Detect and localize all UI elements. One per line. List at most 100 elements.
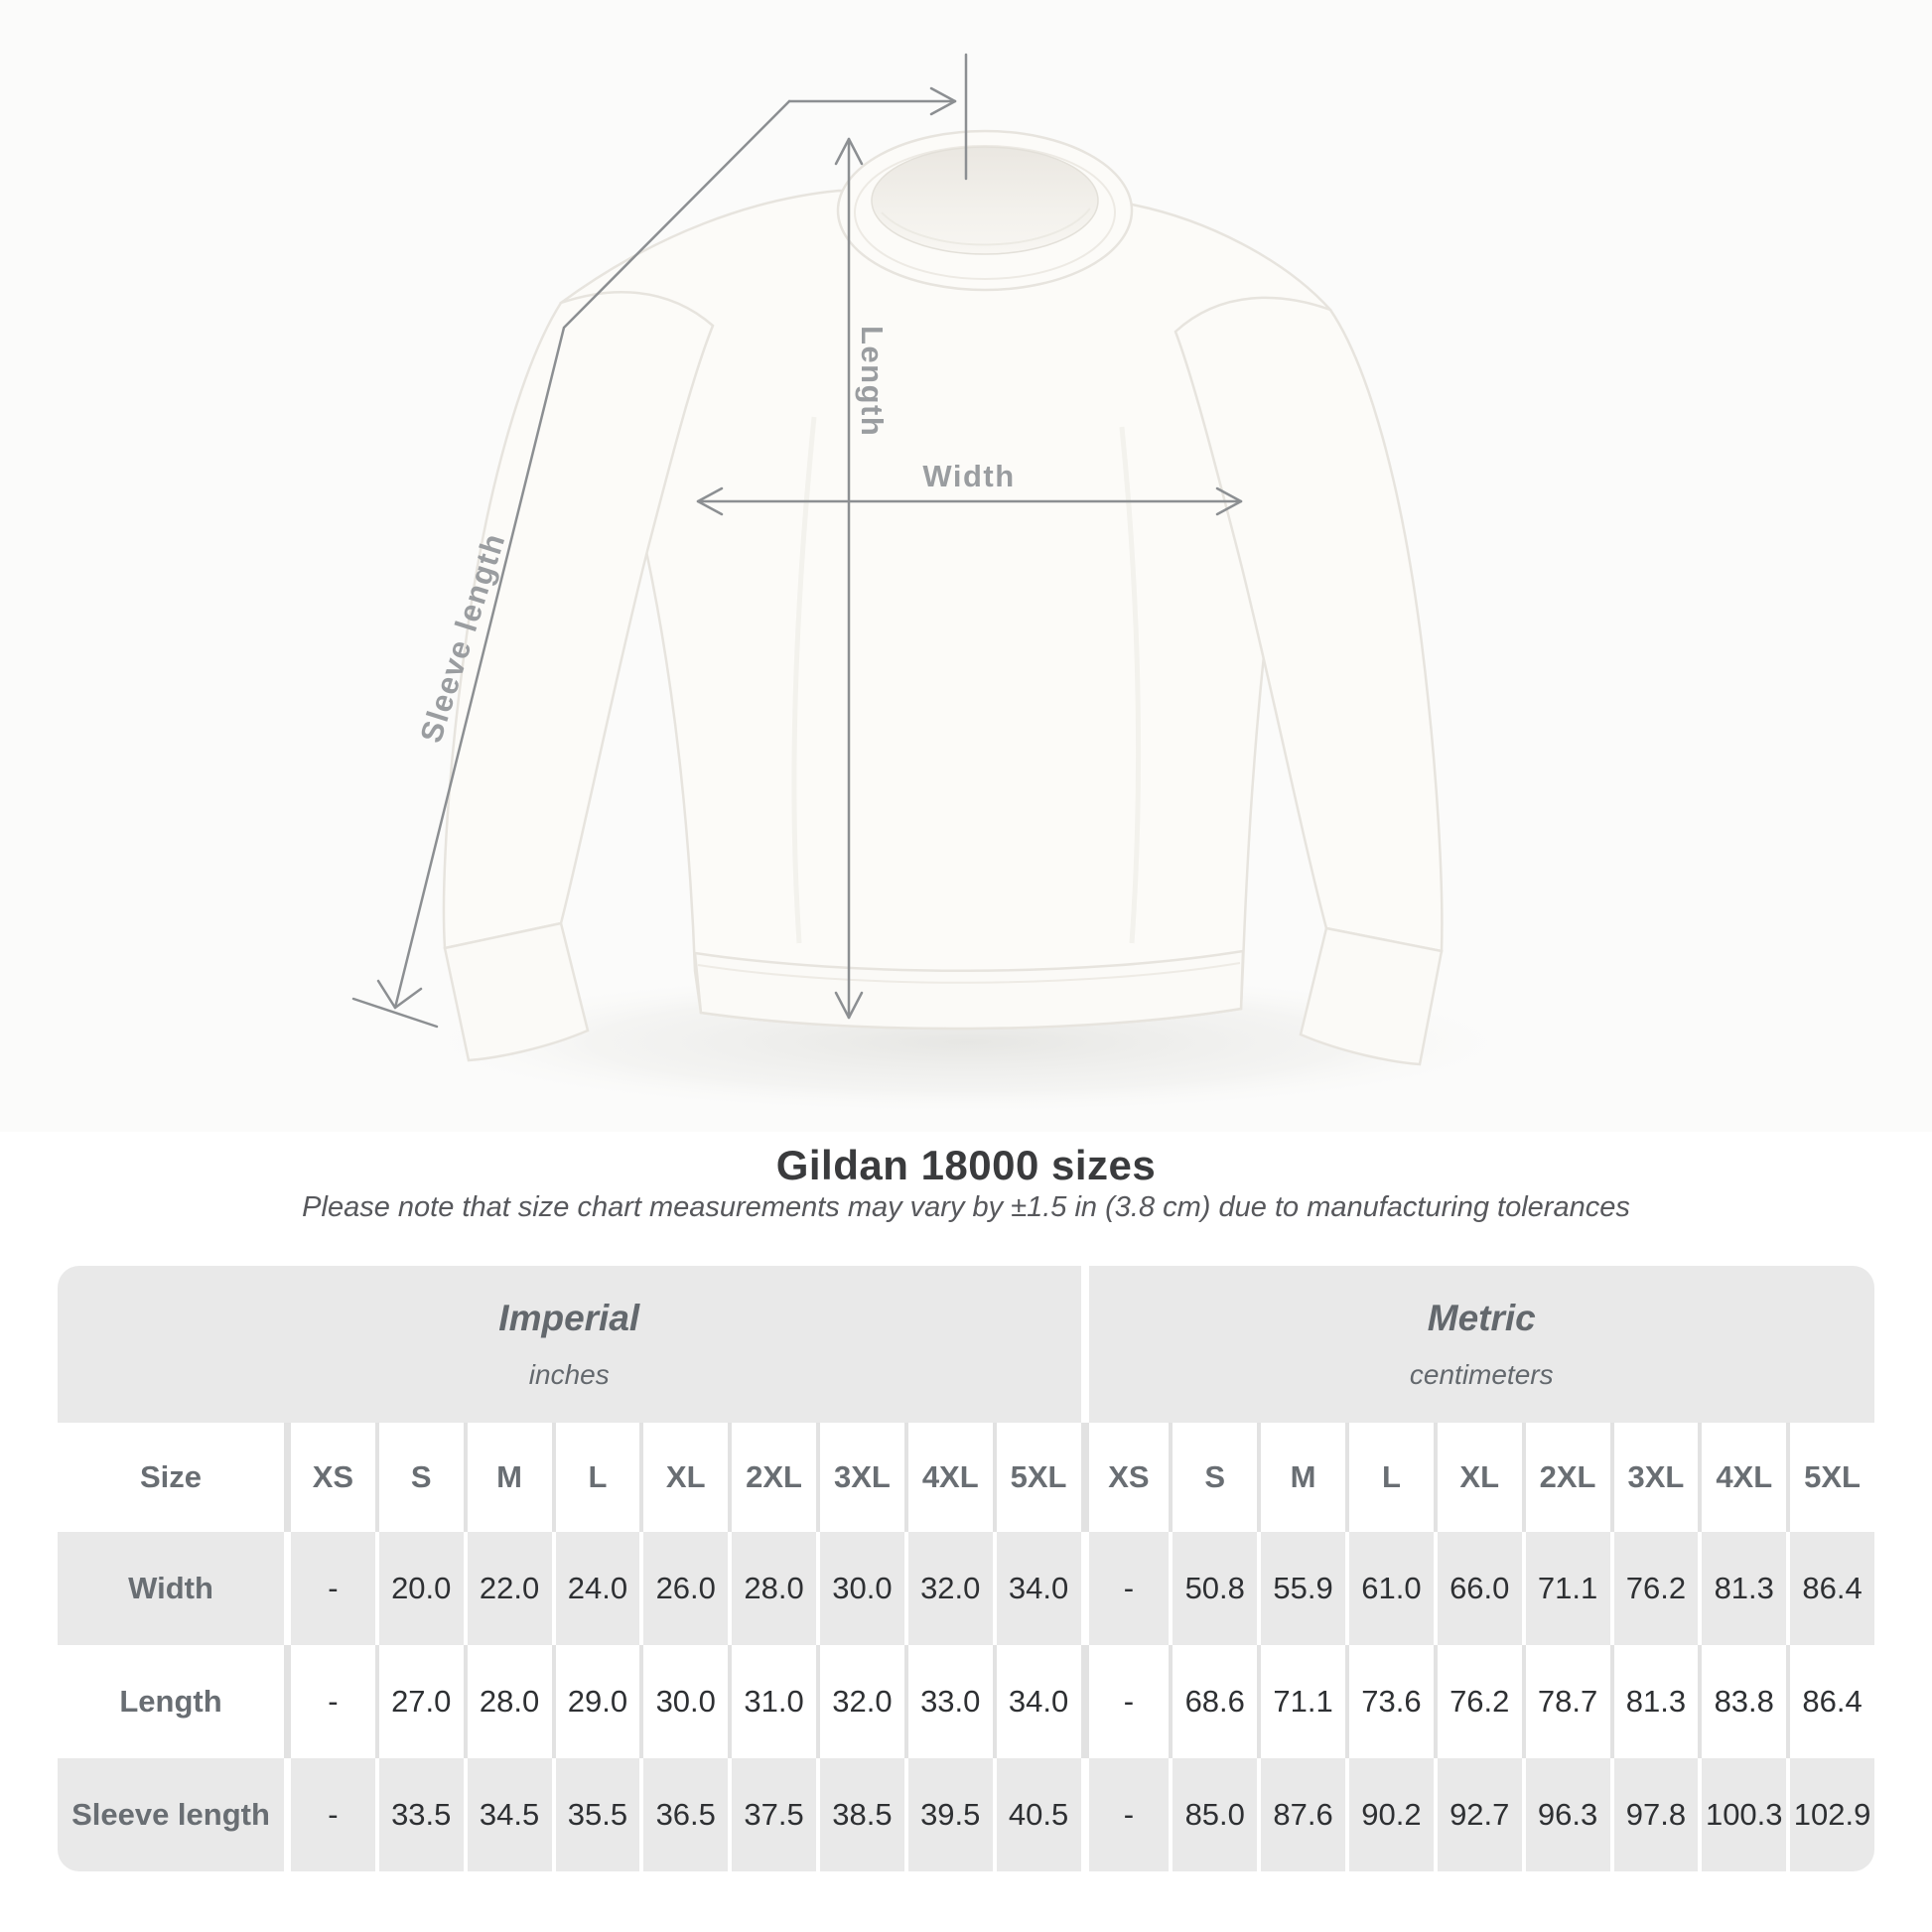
metric-value: 90.2: [1349, 1758, 1434, 1871]
unit-group-row: Imperial inches Metric centimeters: [58, 1266, 1874, 1423]
metric-value: 86.4: [1790, 1532, 1874, 1645]
imperial-value: 32.0: [907, 1532, 993, 1645]
imperial-label: Imperial: [498, 1298, 640, 1338]
size-table-rows: Size XS S M L XL 2XL 3XL 4XL 5XL XS S M L XL 2XL 3XL 4XL 5…: [58, 1423, 1874, 1871]
metric-value: 71.1: [1525, 1532, 1610, 1645]
imperial-value: 28.0: [732, 1532, 816, 1645]
metric-value: 83.8: [1702, 1645, 1787, 1758]
metric-value: 85.0: [1173, 1758, 1258, 1871]
measurement-annotations: [351, 53, 1243, 1029]
metric-value: 55.9: [1261, 1532, 1345, 1645]
metric-value: 97.8: [1613, 1758, 1699, 1871]
size-header-imperial-s: S: [378, 1423, 464, 1532]
size-header-imperial-l: L: [555, 1423, 640, 1532]
imperial-value: 31.0: [732, 1645, 816, 1758]
shirt-hem-band: [693, 949, 1245, 1031]
imperial-value: 30.0: [820, 1532, 904, 1645]
length-measure-label: Length: [855, 326, 890, 437]
metric-value: 96.3: [1525, 1758, 1610, 1871]
imperial-value: 28.0: [467, 1645, 552, 1758]
imperial-value: 32.0: [820, 1645, 904, 1758]
metric-label: Metric: [1427, 1298, 1536, 1338]
metric-value: 61.0: [1349, 1532, 1434, 1645]
size-header-imperial-m: M: [467, 1423, 552, 1532]
size-header-imperial-xl: XL: [643, 1423, 729, 1532]
sleeve-length-arrowhead: [376, 979, 423, 1010]
imperial-value: 27.0: [378, 1645, 464, 1758]
metric-value: 78.7: [1525, 1645, 1610, 1758]
imperial-value: 29.0: [555, 1645, 640, 1758]
imperial-unit: inches: [528, 1359, 610, 1390]
measurement-row: Width -20.0 22.0 24.0 26.0 28.0 30.0 32.0 34.0-5…: [58, 1532, 1874, 1645]
collar-opening: [871, 146, 1099, 255]
imperial-value: 30.0: [643, 1645, 729, 1758]
metric-value: -: [1085, 1532, 1170, 1645]
metric-value: -: [1085, 1645, 1170, 1758]
row-label: Width: [58, 1532, 287, 1645]
size-header-metric-s: S: [1173, 1423, 1258, 1532]
metric-value: 66.0: [1437, 1532, 1522, 1645]
imperial-value: 39.5: [907, 1758, 993, 1871]
size-header-imperial-2xl: 2XL: [732, 1423, 816, 1532]
row-label: Sleeve length: [58, 1758, 287, 1871]
metric-value: 92.7: [1437, 1758, 1522, 1871]
imperial-value: 34.5: [467, 1758, 552, 1871]
size-header-imperial-xs: XS: [291, 1423, 375, 1532]
size-header-metric-l: L: [1349, 1423, 1434, 1532]
width-arrow-left: [696, 486, 724, 516]
metric-value: 50.8: [1173, 1532, 1258, 1645]
imperial-value: 37.5: [732, 1758, 816, 1871]
metric-group-header: Metric centimeters: [1085, 1266, 1874, 1423]
imperial-value: 38.5: [820, 1758, 904, 1871]
metric-value: 73.6: [1349, 1645, 1434, 1758]
size-header-metric-xs: XS: [1085, 1423, 1170, 1532]
imperial-value: -: [291, 1645, 375, 1758]
imperial-value: 22.0: [467, 1532, 552, 1645]
metric-value: 68.6: [1173, 1645, 1258, 1758]
hem-stitch: [697, 962, 1241, 984]
imperial-value: 36.5: [643, 1758, 729, 1871]
metric-value: 87.6: [1261, 1758, 1345, 1871]
size-header-metric-3xl: 3XL: [1613, 1423, 1699, 1532]
imperial-value: -: [291, 1758, 375, 1871]
collar-inside-stitch: [881, 207, 1091, 246]
metric-unit: centimeters: [1409, 1359, 1554, 1390]
size-header-imperial-4xl: 4XL: [907, 1423, 993, 1532]
metric-value: 76.2: [1613, 1532, 1699, 1645]
metric-value: 81.3: [1613, 1645, 1699, 1758]
size-header-imperial-5xl: 5XL: [996, 1423, 1081, 1532]
size-header-metric-2xl: 2XL: [1525, 1423, 1610, 1532]
measurement-row: Sleeve length -33.5 34.5 35.5 36.5 37.5 38.5 39…: [58, 1758, 1874, 1871]
page-title: Gildan 18000 sizes: [775, 1142, 1157, 1188]
imperial-value: 40.5: [996, 1758, 1081, 1871]
imperial-value: 35.5: [555, 1758, 640, 1871]
right-cuff: [1299, 926, 1444, 1066]
imperial-value: 34.0: [996, 1532, 1081, 1645]
tolerance-note: Please note that size chart measurements…: [302, 1191, 1630, 1223]
metric-value: 102.9: [1790, 1758, 1874, 1871]
sleeve-length-line: [393, 99, 791, 1010]
width-measure-label: Width: [922, 459, 1015, 493]
row-label: Length: [58, 1645, 287, 1758]
collar-seam: [854, 145, 1116, 280]
length-arrow-bottom: [834, 991, 864, 1020]
imperial-value: 34.0: [996, 1645, 1081, 1758]
size-header-metric-4xl: 4XL: [1702, 1423, 1787, 1532]
imperial-value: 33.5: [378, 1758, 464, 1871]
width-arrow-right: [1215, 486, 1243, 516]
metric-value: 71.1: [1261, 1645, 1345, 1758]
imperial-group-header: Imperial inches: [58, 1266, 1081, 1423]
metric-value: 76.2: [1437, 1645, 1522, 1758]
imperial-value: -: [291, 1532, 375, 1645]
left-cuff: [443, 921, 590, 1062]
imperial-value: 20.0: [378, 1532, 464, 1645]
metric-value: 100.3: [1702, 1758, 1787, 1871]
size-table: Imperial inches Metric centimeters Size X…: [58, 1266, 1874, 1871]
length-arrow-top: [834, 137, 864, 166]
size-header-metric-m: M: [1261, 1423, 1345, 1532]
size-corner-header: Size: [58, 1423, 287, 1532]
size-header-metric-xl: XL: [1437, 1423, 1522, 1532]
metric-value: 81.3: [1702, 1532, 1787, 1645]
size-header-imperial-3xl: 3XL: [820, 1423, 904, 1532]
